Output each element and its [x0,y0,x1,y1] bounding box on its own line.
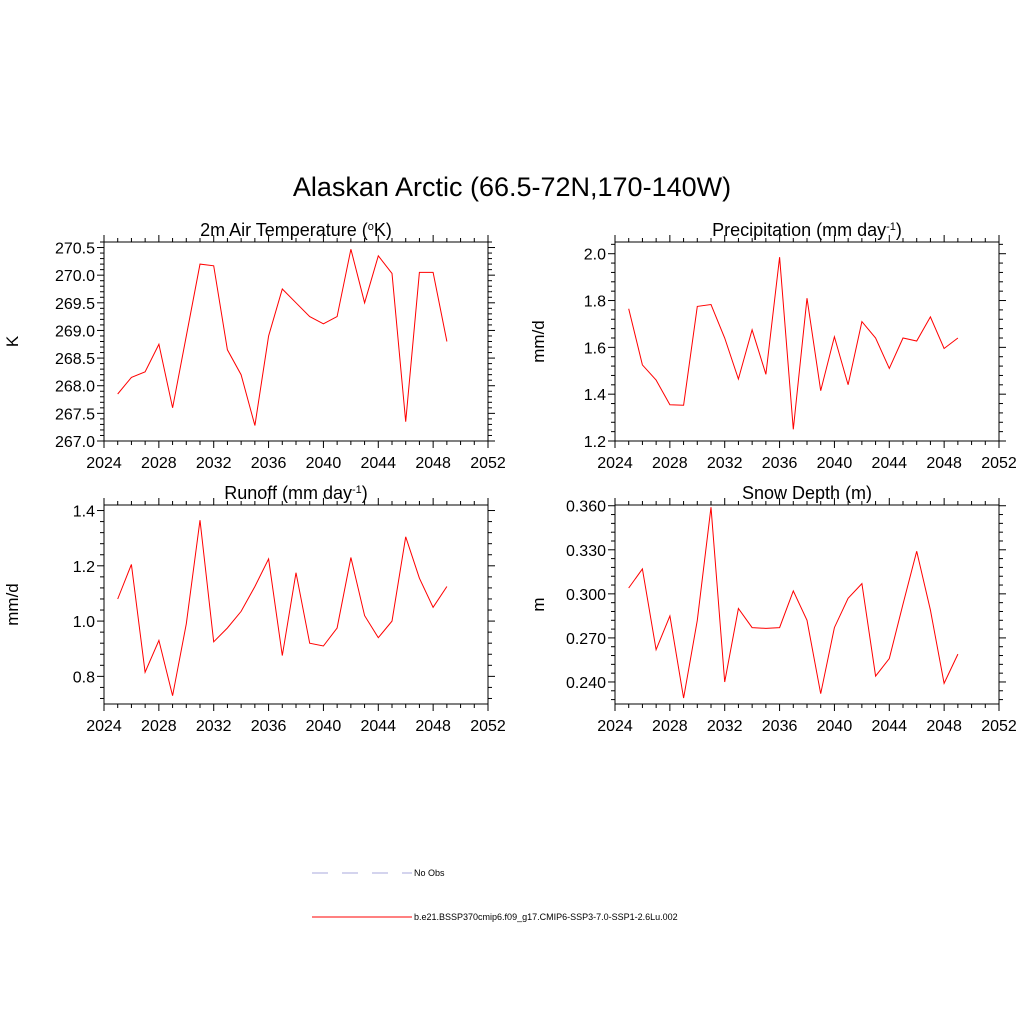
x-tick-label: 2032 [196,455,232,472]
x-tick-label: 2048 [926,718,962,735]
x-tick-label: 2024 [597,718,633,735]
x-tick-label: 2036 [251,718,287,735]
x-tick-label: 2028 [652,455,688,472]
y-axis-label: m [529,597,548,611]
x-tick-label: 2040 [817,718,853,735]
panel-title: 2m Air Temperature (oK) [200,220,392,240]
x-tick-label: 2044 [871,455,907,472]
y-axis-label: mm/d [3,583,22,626]
x-tick-label: 2052 [470,718,506,735]
x-tick-label: 2052 [981,718,1017,735]
y-tick-label: 267.0 [55,434,95,451]
y-tick-label: 270.0 [55,268,95,285]
panel-3: 2024 2028 2032 2036 2040 2044 2048 2052 0.8 1.0 1.… [3,483,506,735]
series-line [628,507,959,699]
y-tick-label: 0.330 [566,543,606,560]
y-tick-label: 269.0 [55,323,95,340]
y-tick-label: 268.0 [55,379,95,396]
x-tick-label: 2024 [86,455,122,472]
x-tick-label: 2032 [707,718,743,735]
series-line [117,249,448,426]
x-tick-label: 2036 [762,718,798,735]
y-tick-label: 1.6 [584,340,606,357]
y-tick-label: 0.240 [566,675,606,692]
y-axis-label: mm/d [529,320,548,363]
x-tick-label: 2024 [597,455,633,472]
x-tick-label: 2044 [360,455,396,472]
y-tick-label: 1.4 [584,387,606,404]
y-tick-label: 1.4 [73,504,95,521]
plot-frame [103,504,489,705]
x-tick-label: 2032 [196,718,232,735]
y-axis-label: K [3,335,22,347]
y-tick-label: 1.2 [584,434,606,451]
series-line [628,257,959,430]
y-tick-label: 0.360 [566,499,606,516]
x-tick-label: 2024 [86,718,122,735]
x-tick-label: 2044 [871,718,907,735]
panel-title: Precipitation (mm day-1) [712,220,902,240]
panel-2: 2024 2028 2032 2036 2040 2044 2048 2052 1.2 1.4 1.… [529,220,1017,472]
y-tick-label: 270.5 [55,241,95,258]
y-tick-label: 0.300 [566,587,606,604]
plot-frame [103,241,489,442]
series-line [117,520,448,696]
y-tick-label: 269.5 [55,296,95,313]
legend-no-obs-label: No Obs [414,868,445,878]
x-tick-label: 2028 [652,718,688,735]
chart-main-title: Alaskan Arctic (66.5-72N,170-140W) [293,172,731,202]
x-tick-label: 2040 [306,718,342,735]
y-tick-label: 0.8 [73,669,95,686]
x-tick-label: 2036 [762,455,798,472]
y-tick-label: 0.270 [566,631,606,648]
x-tick-label: 2028 [141,455,177,472]
panel-1: 2024 2028 2032 2036 2040 2044 2048 2052 267.0 267… [3,220,506,472]
y-tick-label: 1.2 [73,559,95,576]
x-tick-label: 2048 [415,455,451,472]
x-tick-label: 2040 [306,455,342,472]
panel-4: 2024 2028 2032 2036 2040 2044 2048 2052 0.240 0.2… [529,483,1017,735]
legend-series-label: b.e21.BSSP370cmip6.f09_g17.CMIP6-SSP3-7.… [414,912,678,922]
x-tick-label: 2028 [141,718,177,735]
panel-title: Runoff (mm day-1) [224,483,368,503]
x-tick-label: 2048 [415,718,451,735]
x-tick-label: 2044 [360,718,396,735]
panel-title: Snow Depth (m) [742,483,872,503]
x-tick-label: 2052 [981,455,1017,472]
y-tick-label: 268.5 [55,351,95,368]
legend: No Obs b.e21.BSSP370cmip6.f09_g17.CMIP6-… [312,868,678,922]
x-tick-label: 2040 [817,455,853,472]
x-tick-label: 2048 [926,455,962,472]
plot-frame [614,504,1000,705]
x-tick-label: 2052 [470,455,506,472]
y-tick-label: 1.0 [73,614,95,631]
y-tick-label: 2.0 [584,247,606,264]
x-tick-label: 2032 [707,455,743,472]
x-tick-label: 2036 [251,455,287,472]
y-tick-label: 267.5 [55,406,95,423]
y-tick-label: 1.8 [584,294,606,311]
